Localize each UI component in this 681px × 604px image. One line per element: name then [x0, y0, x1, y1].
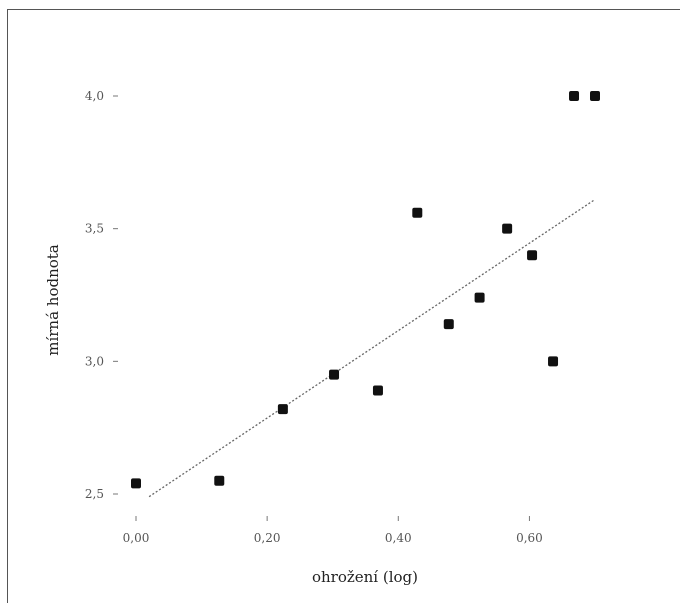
- trendline: [148, 198, 596, 498]
- y-tick-label-3: 4,0: [85, 89, 104, 103]
- x-axis-label: ohrožení (log): [312, 568, 418, 586]
- data-point-6: [443, 319, 454, 330]
- chart-frame: [7, 9, 680, 603]
- axis-ticks: 0,00 0,20 0,40 0,60 2,5 3,0 3,5 4,0: [85, 89, 543, 545]
- y-tick-label-2: 3,5: [85, 222, 104, 236]
- x-tick-label-3: 0,60: [516, 531, 543, 545]
- x-tick-label-1: 0,20: [254, 531, 281, 545]
- data-point-11: [569, 91, 580, 101]
- data-points: [131, 91, 600, 489]
- data-point-10: [548, 356, 559, 367]
- data-point-1: [214, 475, 225, 486]
- data-point-12: [590, 91, 600, 101]
- y-tick-label-0: 2,5: [85, 487, 104, 501]
- data-point-2: [277, 404, 288, 415]
- y-tick-label-1: 3,0: [85, 354, 104, 368]
- y-axis-label: mírná hodnota: [44, 244, 62, 356]
- x-tick-label-0: 0,00: [123, 531, 150, 545]
- data-point-8: [502, 223, 513, 234]
- data-point-3: [329, 369, 340, 380]
- data-point-5: [412, 207, 423, 218]
- data-point-7: [474, 292, 485, 303]
- data-point-9: [527, 250, 538, 261]
- x-tick-label-2: 0,40: [385, 531, 412, 545]
- data-point-4: [372, 385, 383, 396]
- data-point-0: [131, 478, 141, 489]
